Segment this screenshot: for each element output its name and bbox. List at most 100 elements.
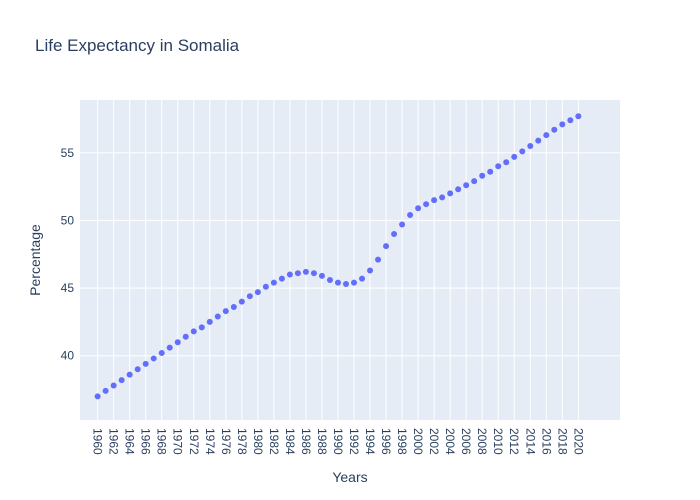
x-tick-label: 1970 (171, 428, 185, 455)
data-point[interactable] (543, 132, 550, 139)
data-point[interactable] (110, 382, 117, 389)
y-tick-label: 40 (61, 349, 75, 363)
grid-lines (80, 100, 620, 420)
data-point[interactable] (318, 272, 325, 279)
data-point[interactable] (94, 393, 101, 400)
y-tick-labels: 40 45 50 55 (61, 146, 75, 363)
data-point[interactable] (102, 387, 109, 394)
data-point[interactable] (399, 221, 406, 228)
x-tick-label: 1982 (267, 428, 281, 455)
x-tick-label: 1984 (283, 428, 297, 455)
data-point[interactable] (294, 270, 301, 277)
data-point[interactable] (351, 279, 358, 286)
data-point[interactable] (415, 205, 422, 212)
data-point[interactable] (391, 230, 398, 237)
y-tick-label: 50 (61, 213, 75, 227)
x-tick-label: 1964 (123, 428, 137, 455)
x-tick-label: 2018 (555, 428, 569, 455)
data-point[interactable] (383, 243, 390, 250)
x-tick-label: 2016 (539, 428, 553, 455)
data-point[interactable] (447, 190, 454, 197)
data-point[interactable] (463, 182, 470, 189)
data-point[interactable] (302, 268, 309, 275)
x-tick-label: 1986 (299, 428, 313, 455)
data-point[interactable] (375, 256, 382, 263)
data-point[interactable] (166, 344, 173, 351)
x-tick-label: 2012 (507, 428, 521, 455)
data-point[interactable] (246, 293, 253, 300)
data-point[interactable] (126, 371, 133, 378)
x-tick-label: 2006 (459, 428, 473, 455)
data-point[interactable] (575, 113, 582, 120)
data-point[interactable] (254, 289, 261, 296)
data-point[interactable] (206, 318, 213, 325)
x-tick-label: 2004 (443, 428, 457, 455)
data-point[interactable] (471, 178, 478, 185)
data-point[interactable] (479, 172, 486, 179)
data-point[interactable] (367, 267, 374, 274)
data-point[interactable] (503, 159, 510, 166)
x-tick-labels: 1960 1962 1964 1966 1968 1970 1972 1974 1976 1978… (91, 428, 586, 455)
data-point[interactable] (407, 212, 414, 219)
data-point[interactable] (495, 163, 502, 170)
data-point[interactable] (519, 148, 526, 155)
data-point[interactable] (511, 153, 518, 160)
x-tick-label: 1976 (219, 428, 233, 455)
data-point[interactable] (230, 304, 237, 311)
y-tick-label: 45 (61, 281, 75, 295)
x-tick-label: 1960 (91, 428, 105, 455)
data-point[interactable] (262, 283, 269, 290)
data-point[interactable] (567, 117, 574, 124)
data-point[interactable] (310, 270, 317, 277)
data-point[interactable] (118, 377, 125, 384)
data-point[interactable] (342, 281, 349, 288)
x-tick-label: 2000 (411, 428, 425, 455)
data-point[interactable] (527, 143, 534, 149)
data-point[interactable] (150, 355, 157, 362)
plot-background (80, 100, 620, 420)
x-axis-title: Years (332, 469, 367, 485)
data-point[interactable] (278, 275, 285, 282)
x-tick-label: 1992 (347, 428, 361, 455)
data-point[interactable] (487, 168, 494, 175)
x-tick-label: 2010 (491, 428, 505, 455)
data-point[interactable] (182, 333, 189, 340)
x-tick-label: 1972 (187, 428, 201, 455)
data-point[interactable] (559, 121, 566, 128)
data-point[interactable] (238, 298, 245, 305)
x-tick-label: 1998 (395, 428, 409, 455)
x-tick-label: 2008 (475, 428, 489, 455)
data-point[interactable] (134, 366, 141, 373)
x-tick-label: 1962 (107, 428, 121, 455)
data-point[interactable] (326, 276, 333, 283)
data-point[interactable] (198, 324, 205, 331)
x-tick-label: 2014 (523, 428, 537, 455)
data-point[interactable] (535, 137, 542, 144)
x-tick-label: 2002 (427, 428, 441, 455)
y-axis-title: Percentage (27, 224, 43, 296)
data-point[interactable] (142, 360, 149, 367)
data-point[interactable] (158, 350, 165, 357)
y-tick-label: 55 (61, 146, 75, 160)
x-tick-label: 2020 (571, 428, 585, 455)
x-tick-label: 1996 (379, 428, 393, 455)
x-tick-label: 1974 (203, 428, 217, 455)
data-point[interactable] (190, 328, 197, 335)
data-point[interactable] (222, 308, 229, 315)
data-point[interactable] (439, 194, 446, 201)
x-tick-label: 1980 (251, 428, 265, 455)
x-tick-label: 1988 (315, 428, 329, 455)
x-tick-label: 1990 (331, 428, 345, 455)
data-point[interactable] (214, 313, 221, 320)
data-points (94, 113, 582, 400)
data-point[interactable] (423, 201, 430, 208)
data-point[interactable] (455, 186, 462, 193)
data-point[interactable] (359, 275, 366, 282)
data-point[interactable] (551, 126, 558, 133)
data-point[interactable] (174, 339, 181, 346)
data-point[interactable] (431, 197, 438, 204)
data-point[interactable] (286, 271, 293, 278)
data-point[interactable] (270, 279, 277, 286)
data-point[interactable] (334, 279, 341, 286)
